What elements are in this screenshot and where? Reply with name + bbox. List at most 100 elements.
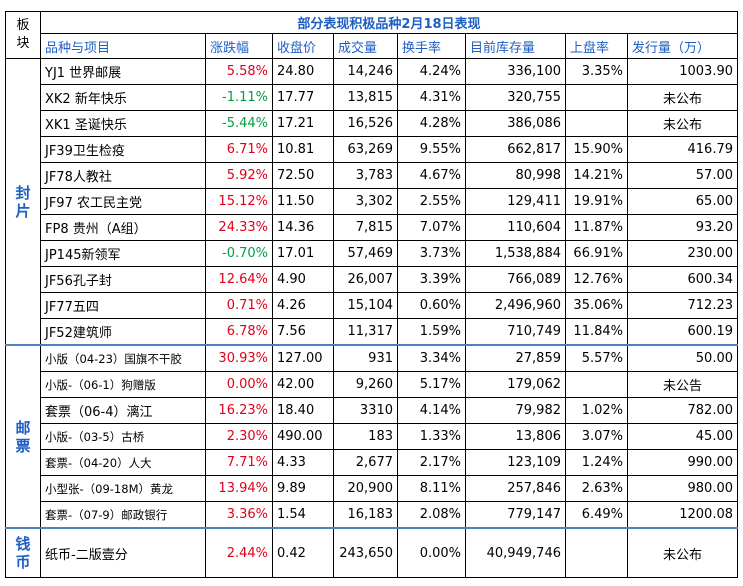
table-cell: JF52建筑师: [40, 318, 206, 346]
table-cell: 11.84%: [565, 318, 628, 346]
table-cell: 小型张-（09-18M）黄龙: [40, 475, 206, 502]
table-cell: 4.90: [272, 266, 334, 293]
table-cell: 9,260: [333, 371, 398, 398]
table-cell: 18.40: [272, 397, 334, 424]
table-cell: 7.56: [272, 318, 334, 346]
table-cell: 10.81: [272, 136, 334, 163]
table-cell: JF56孔子封: [40, 266, 206, 293]
table-cell: 1,538,884: [465, 240, 566, 267]
table-cell: 0.60%: [397, 292, 466, 319]
table-row: JF52建筑师 6.78% 7.56 11,317 1.59% 710,749 11.84%…: [6, 318, 738, 346]
table-cell: 931: [333, 344, 398, 372]
table-cell: 未公布: [627, 527, 738, 578]
table-row: 钱币 纸币-二版壹分 2.44% 0.42 243,650 0.00% 40,949,746…: [5, 527, 738, 578]
table-cell: -1.11%: [205, 84, 273, 111]
table-cell: 712.23: [627, 292, 738, 319]
table-cell: 30.93%: [205, 344, 273, 372]
table-cell: 15.12%: [205, 188, 273, 215]
table-cell: 63,269: [333, 136, 398, 163]
table-cell: 27,859: [465, 344, 566, 372]
table-cell: 套票-（07-9）邮政银行: [40, 501, 206, 529]
table-cell: 9.89: [272, 475, 334, 502]
table-cell: 小版-（03-5）古桥: [40, 423, 206, 450]
table-cell: 12.64%: [205, 266, 273, 293]
table-cell: 1200.08: [627, 501, 738, 529]
table-cell: 980.00: [627, 475, 738, 502]
table-cell: 2.44%: [205, 527, 273, 578]
table-cell: 57.00: [627, 162, 738, 189]
table-cell: 779,147: [465, 501, 566, 529]
column-header: 换手率: [397, 33, 466, 59]
table-cell: 45.00: [627, 423, 738, 450]
table-row: 小型张-（09-18M）黄龙 13.94% 9.89 20,900 8.11% 257,8…: [6, 475, 738, 502]
column-header: 成交量: [333, 33, 398, 59]
table-cell: 14.21%: [565, 162, 628, 189]
table-cell: JF39卫生检疫: [40, 136, 206, 163]
table-cell: 2.63%: [565, 475, 628, 502]
table-cell: 320,755: [465, 84, 566, 111]
table-cell: 0.00%: [205, 371, 273, 398]
table-cell: 386,086: [465, 110, 566, 137]
table-cell: 42.00: [272, 371, 334, 398]
table-cell: 26,007: [333, 266, 398, 293]
table-cell: 套票-（04-20）人大: [40, 449, 206, 476]
table-cell: 600.19: [627, 318, 738, 346]
table-cell: 1003.90: [627, 58, 738, 85]
table-cell: 16.23%: [205, 397, 273, 424]
table-cell: 14,246: [333, 58, 398, 85]
table-cell: 0.00%: [397, 527, 466, 578]
table-cell: 15,104: [333, 292, 398, 319]
table-cell: 17.77: [272, 84, 334, 111]
table-cell: 57,469: [333, 240, 398, 267]
table-cell: 50.00: [627, 344, 738, 372]
table-cell: 72.50: [272, 162, 334, 189]
table-wrap: 板块 部分表现积极品种2月18日表现 品种与项目 涨跌幅 收盘价 成交量 换手率 目前库存…: [5, 11, 738, 578]
table-cell: 6.49%: [565, 501, 628, 529]
table-cell: 990.00: [627, 449, 738, 476]
table-cell: 35.06%: [565, 292, 628, 319]
table-cell: 65.00: [627, 188, 738, 215]
table-cell: 93.20: [627, 214, 738, 241]
table-cell: 6.71%: [205, 136, 273, 163]
table-cell: 183: [333, 423, 398, 450]
table-cell: 257,846: [465, 475, 566, 502]
table-cell: 12.76%: [565, 266, 628, 293]
table-cell: JF97 农工民主党: [40, 188, 206, 215]
table-cell: 小版（04-23）国旗不干胶: [40, 344, 206, 372]
table-row: JF97 农工民主党 15.12% 11.50 3,302 2.55% 129,411 19…: [6, 188, 738, 215]
column-header: 收盘价: [272, 33, 334, 59]
table-cell: 1.02%: [565, 397, 628, 424]
table-cell: 2.17%: [397, 449, 466, 476]
group-label: 邮票: [5, 344, 41, 529]
table-cell: 15.90%: [565, 136, 628, 163]
table-cell: 7.07%: [397, 214, 466, 241]
table-row: XK2 新年快乐 -1.11% 17.77 13,815 4.31% 320,755 未公布: [6, 84, 738, 111]
table-cell: XK2 新年快乐: [40, 84, 206, 111]
table-cell: 17.21: [272, 110, 334, 137]
table-cell: 336,100: [465, 58, 566, 85]
table-cell: 7,815: [333, 214, 398, 241]
table-cell: 3.39%: [397, 266, 466, 293]
table-cell: 0.71%: [205, 292, 273, 319]
table-cell: 179,062: [465, 371, 566, 398]
table-cell: 416.79: [627, 136, 738, 163]
title-row: 板块 部分表现积极品种2月18日表现: [5, 11, 738, 59]
table-cell: 3.34%: [397, 344, 466, 372]
column-header: 涨跌幅: [205, 33, 273, 59]
table-cell: 24.33%: [205, 214, 273, 241]
table-cell: JF78人教社: [40, 162, 206, 189]
table-cell: 2.30%: [205, 423, 273, 450]
table-cell: 3.07%: [565, 423, 628, 450]
table-cell: [565, 84, 628, 111]
table-cell: 782.00: [627, 397, 738, 424]
table-cell: FP8 贵州（A组）: [40, 214, 206, 241]
table-cell: -5.44%: [205, 110, 273, 137]
table-cell: 3.73%: [397, 240, 466, 267]
table-cell: 3,302: [333, 188, 398, 215]
table-cell: 纸币-二版壹分: [40, 527, 206, 578]
table-cell: 11.87%: [565, 214, 628, 241]
table-row: JP145新领军 -0.70% 17.01 57,469 3.73% 1,538,884 6…: [6, 240, 738, 267]
table-cell: 4.67%: [397, 162, 466, 189]
table-row: 套票-（07-9）邮政银行 3.36% 1.54 16,183 2.08% 779,147…: [6, 501, 738, 529]
table-cell: 13,806: [465, 423, 566, 450]
